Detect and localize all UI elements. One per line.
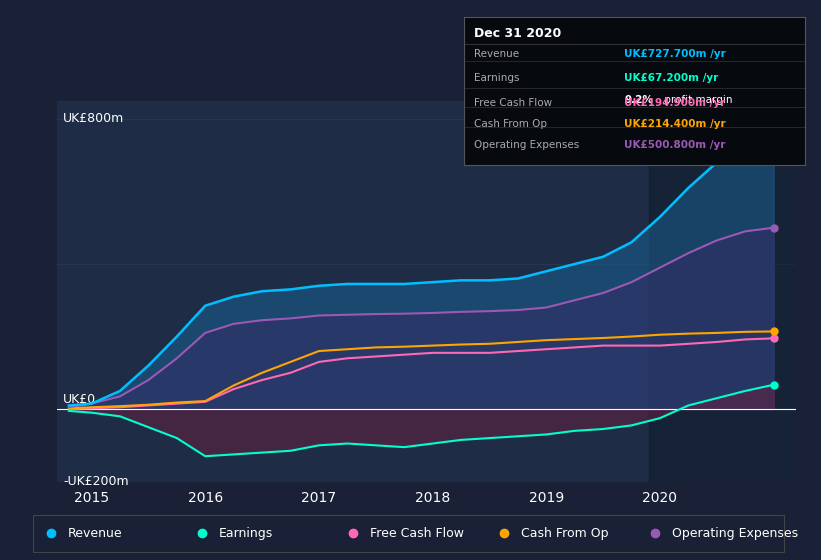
Text: UK£500.800m /yr: UK£500.800m /yr bbox=[624, 140, 726, 150]
Text: UK£194.900m /yr: UK£194.900m /yr bbox=[624, 99, 725, 109]
Text: UK£0: UK£0 bbox=[63, 393, 96, 406]
Text: Revenue: Revenue bbox=[474, 49, 519, 59]
Text: Cash From Op: Cash From Op bbox=[521, 527, 608, 540]
Text: Revenue: Revenue bbox=[67, 527, 122, 540]
Text: Free Cash Flow: Free Cash Flow bbox=[474, 99, 553, 109]
Text: UK£800m: UK£800m bbox=[63, 113, 125, 125]
Text: Dec 31 2020: Dec 31 2020 bbox=[474, 27, 562, 40]
Text: Free Cash Flow: Free Cash Flow bbox=[369, 527, 464, 540]
Text: Earnings: Earnings bbox=[218, 527, 273, 540]
Text: profit margin: profit margin bbox=[662, 95, 733, 105]
Text: UK£214.400m /yr: UK£214.400m /yr bbox=[624, 119, 726, 129]
Bar bbox=[649, 101, 796, 482]
Text: UK£727.700m /yr: UK£727.700m /yr bbox=[624, 49, 726, 59]
Text: Operating Expenses: Operating Expenses bbox=[672, 527, 798, 540]
Text: Cash From Op: Cash From Op bbox=[474, 119, 547, 129]
Text: 9.2%: 9.2% bbox=[624, 95, 653, 105]
Text: UK£67.200m /yr: UK£67.200m /yr bbox=[624, 73, 718, 83]
Text: -UK£200m: -UK£200m bbox=[63, 475, 129, 488]
Text: Operating Expenses: Operating Expenses bbox=[474, 140, 580, 150]
Text: Earnings: Earnings bbox=[474, 73, 520, 83]
